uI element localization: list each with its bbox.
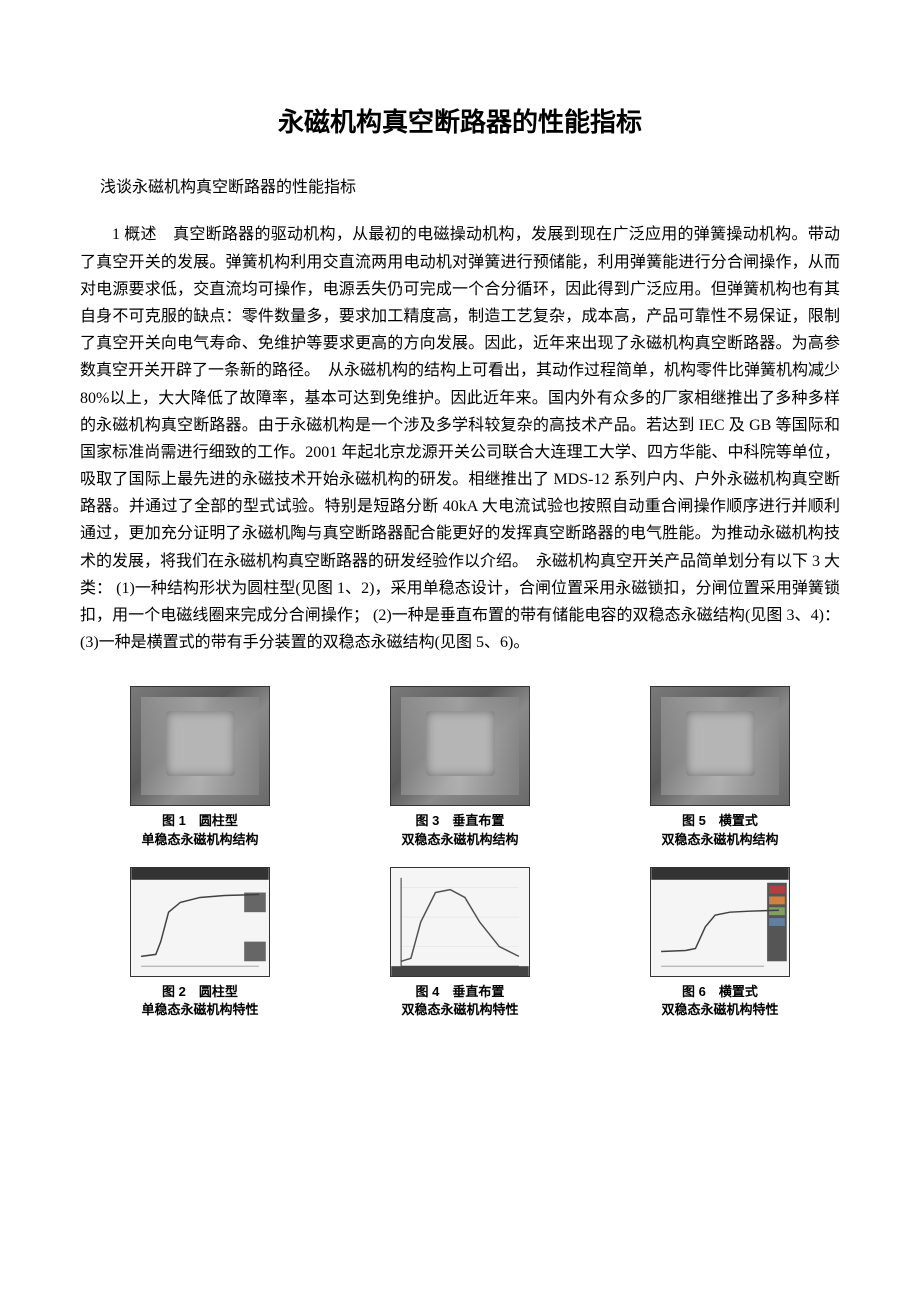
figure-3-image: [390, 686, 530, 806]
figure-6-caption: 图 6 横置式 双稳态永磁机构特性: [661, 983, 778, 1019]
chart-curve: [141, 894, 259, 956]
figure-1: 图 1 圆柱型 单稳态永磁机构结构: [130, 686, 270, 848]
fig-num: 图 2: [162, 984, 186, 999]
figure-column-2: 图 3 垂直布置 双稳态永磁机构结构 图 4 垂直布置 双稳态永磁机构特性: [340, 686, 580, 1037]
chart-legend-box: [244, 941, 266, 961]
fig-sub: 单稳态永磁机构结构: [141, 832, 258, 847]
figure-4-caption: 图 4 垂直布置 双稳态永磁机构特性: [401, 983, 518, 1019]
legend-swatch: [769, 918, 785, 926]
figure-1-caption: 图 1 圆柱型 单稳态永磁机构结构: [141, 812, 258, 848]
body-paragraph: 1 概述 真空断路器的驱动机构，从最初的电磁操动机构，发展到现在广泛应用的弹簧操…: [80, 221, 840, 656]
fig-num: 图 3: [416, 813, 440, 828]
fig-num: 图 1: [162, 813, 186, 828]
legend-swatch: [769, 896, 785, 904]
chart-footer-bar: [391, 966, 528, 976]
fig-sub: 双稳态永磁机构特性: [401, 1002, 518, 1017]
figure-1-image: [130, 686, 270, 806]
figure-5-caption: 图 5 横置式 双稳态永磁机构结构: [661, 812, 778, 848]
chart-curve: [661, 910, 779, 951]
subtitle: 浅谈永磁机构真空断路器的性能指标: [80, 174, 840, 201]
figure-column-1: 图 1 圆柱型 单稳态永磁机构结构 图 2 圆柱型 单稳态永磁机构特性: [80, 686, 320, 1037]
chart-curve: [401, 889, 519, 961]
figure-2-caption: 图 2 圆柱型 单稳态永磁机构特性: [141, 983, 258, 1019]
figure-column-3: 图 5 横置式 双稳态永磁机构结构 图 6 横置式 双稳态永磁机: [600, 686, 840, 1037]
fig-label: 垂直布置: [452, 813, 504, 828]
figure-5: 图 5 横置式 双稳态永磁机构结构: [650, 686, 790, 848]
figures-row: 图 1 圆柱型 单稳态永磁机构结构 图 2 圆柱型 单稳态永磁机构特性: [80, 686, 840, 1037]
fig-label: 圆柱型: [199, 984, 238, 999]
legend-swatch: [769, 885, 785, 893]
fig-label: 垂直布置: [452, 984, 504, 999]
figure-4: 图 4 垂直布置 双稳态永磁机构特性: [390, 867, 530, 1019]
fig-sub: 双稳态永磁机构结构: [661, 832, 778, 847]
fig-sub: 双稳态永磁机构特性: [661, 1002, 778, 1017]
fig-label: 横置式: [719, 813, 758, 828]
figure-2-chart: [130, 867, 270, 977]
fig-num: 图 5: [682, 813, 706, 828]
fig-num: 图 4: [416, 984, 440, 999]
figure-3: 图 3 垂直布置 双稳态永磁机构结构: [390, 686, 530, 848]
chart-header-bar: [131, 868, 268, 880]
fig-sub: 单稳态永磁机构特性: [141, 1002, 258, 1017]
figure-5-image: [650, 686, 790, 806]
page-title: 永磁机构真空断路器的性能指标: [80, 100, 840, 144]
figure-4-chart: [390, 867, 530, 977]
fig-sub: 双稳态永磁机构结构: [401, 832, 518, 847]
chart-header-bar: [651, 868, 788, 880]
fig-label: 横置式: [719, 984, 758, 999]
figure-3-caption: 图 3 垂直布置 双稳态永磁机构结构: [401, 812, 518, 848]
figure-2: 图 2 圆柱型 单稳态永磁机构特性: [130, 867, 270, 1019]
figure-6-chart: [650, 867, 790, 977]
fig-label: 圆柱型: [199, 813, 238, 828]
fig-num: 图 6: [682, 984, 706, 999]
figure-6: 图 6 横置式 双稳态永磁机构特性: [650, 867, 790, 1019]
